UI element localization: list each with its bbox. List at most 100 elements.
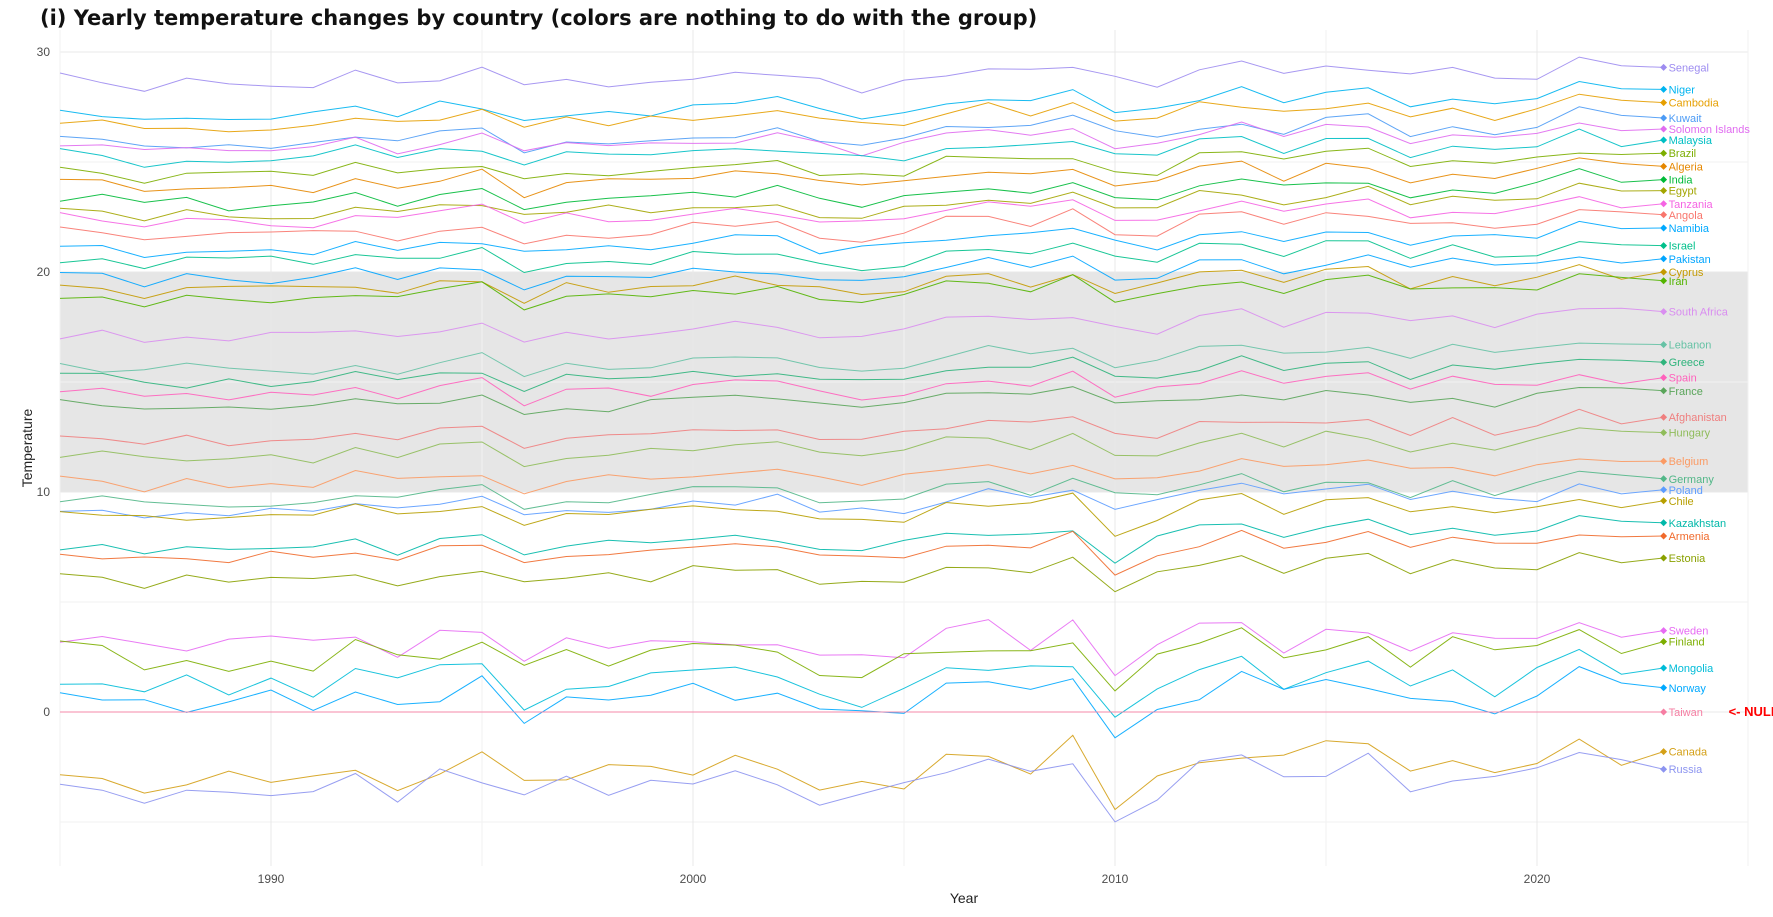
series-line-belgium xyxy=(59,458,1664,495)
series-line-norway xyxy=(59,666,1664,739)
series-line-iran xyxy=(59,273,1664,311)
series-end-marker xyxy=(1660,765,1668,773)
series-line-greece xyxy=(59,355,1664,393)
series-line-brazil xyxy=(59,147,1664,184)
series-end-marker xyxy=(1660,99,1668,107)
series-end-marker xyxy=(1660,627,1668,635)
series-end-marker xyxy=(1660,532,1668,540)
x-tick-label: 2000 xyxy=(680,872,707,886)
series-label: Senegal xyxy=(1669,62,1709,74)
series-line-senegal xyxy=(59,56,1664,94)
series-line-germany xyxy=(59,470,1664,510)
series-end-marker xyxy=(1660,684,1668,692)
series-label: Niger xyxy=(1669,84,1696,96)
series-end-marker xyxy=(1660,358,1668,366)
series-label: Germany xyxy=(1669,474,1715,486)
series-end-marker xyxy=(1660,708,1668,716)
series-line-sweden xyxy=(59,619,1664,677)
series-end-marker xyxy=(1660,114,1668,122)
series-label: India xyxy=(1669,175,1694,187)
series-line-poland xyxy=(59,482,1664,519)
series-end-marker xyxy=(1660,429,1668,437)
series-line-malaysia xyxy=(59,128,1664,168)
series-line-algeria xyxy=(59,157,1664,199)
series-line-pakistan xyxy=(59,254,1664,291)
series-end-marker xyxy=(1660,224,1668,232)
series-label: Israel xyxy=(1669,241,1696,253)
series-line-estonia xyxy=(59,552,1664,593)
series-end-marker xyxy=(1660,211,1668,219)
series-line-cyprus xyxy=(59,264,1664,304)
x-tick-label: 2020 xyxy=(1524,872,1551,886)
series-line-france xyxy=(59,386,1664,416)
series-end-marker xyxy=(1660,277,1668,285)
series-line-spain xyxy=(59,370,1664,407)
series-label: Solomon Islands xyxy=(1669,124,1751,136)
series-line-finland xyxy=(59,627,1664,692)
y-axis-title: Temperature xyxy=(19,408,35,487)
series-label: Lebanon xyxy=(1669,340,1712,352)
series-end-marker xyxy=(1660,187,1668,195)
series-line-hungary xyxy=(59,427,1664,468)
series-end-marker xyxy=(1660,554,1668,562)
x-tick-label: 1990 xyxy=(258,872,285,886)
series-label: Canada xyxy=(1669,747,1708,759)
series-label: Algeria xyxy=(1669,161,1704,173)
series-line-india xyxy=(59,168,1664,212)
series-line-south-africa xyxy=(59,307,1664,343)
series-label: Taiwan xyxy=(1669,707,1703,719)
y-tick-label: 0 xyxy=(43,705,50,719)
series-end-marker xyxy=(1660,63,1668,71)
series-end-marker xyxy=(1660,497,1668,505)
y-tick-label: 20 xyxy=(37,265,51,279)
series-line-angola xyxy=(59,208,1664,245)
series-end-marker xyxy=(1660,457,1668,465)
series-end-marker xyxy=(1660,125,1668,133)
series-end-marker xyxy=(1660,413,1668,421)
series-label: Afghanistan xyxy=(1669,412,1727,424)
series-line-chile xyxy=(59,492,1664,537)
series-line-mongolia xyxy=(59,648,1664,718)
x-tick-label: 2010 xyxy=(1102,872,1129,886)
series-line-tanzania xyxy=(59,196,1664,229)
series-end-marker xyxy=(1660,85,1668,93)
series-line-cambodia xyxy=(59,93,1664,133)
series-label: Tanzania xyxy=(1669,199,1714,211)
series-label: Egypt xyxy=(1669,186,1697,198)
series-label: South Africa xyxy=(1669,307,1729,319)
series-end-marker xyxy=(1660,519,1668,527)
series-label: Cyprus xyxy=(1669,267,1704,279)
series-line-lebanon xyxy=(59,342,1664,378)
series-label: Chile xyxy=(1669,496,1694,508)
chart-title: (i) Yearly temperature changes by countr… xyxy=(40,6,1038,30)
x-axis-title: Year xyxy=(950,890,979,906)
series-label: Armenia xyxy=(1669,531,1711,543)
series-label: Finland xyxy=(1669,637,1705,649)
series-end-marker xyxy=(1660,638,1668,646)
series-label: Norway xyxy=(1669,683,1707,695)
series-end-marker xyxy=(1660,748,1668,756)
series-label: France xyxy=(1669,386,1703,398)
series-line-afghanistan xyxy=(59,408,1664,449)
series-end-marker xyxy=(1660,308,1668,316)
series-label: Iran xyxy=(1669,276,1688,288)
y-tick-label: 30 xyxy=(37,45,51,59)
series-end-marker xyxy=(1660,136,1668,144)
series-label: Hungary xyxy=(1669,428,1711,440)
series-end-marker xyxy=(1660,255,1668,263)
series-line-kazakhstan xyxy=(59,515,1664,564)
series-end-marker xyxy=(1660,149,1668,157)
series-label: Angola xyxy=(1669,210,1704,222)
y-tick-label: 10 xyxy=(37,485,51,499)
series-end-marker xyxy=(1660,176,1668,184)
series-label: Poland xyxy=(1669,485,1703,497)
series-label: Spain xyxy=(1669,373,1697,385)
null-annotation: <- NULL xyxy=(1729,704,1773,719)
series-label: Estonia xyxy=(1669,553,1707,565)
series-line-armenia xyxy=(59,529,1664,576)
series-label: Kazakhstan xyxy=(1669,518,1726,530)
series-end-marker xyxy=(1660,664,1668,672)
series-line-israel xyxy=(59,240,1664,274)
series-end-marker xyxy=(1660,374,1668,382)
